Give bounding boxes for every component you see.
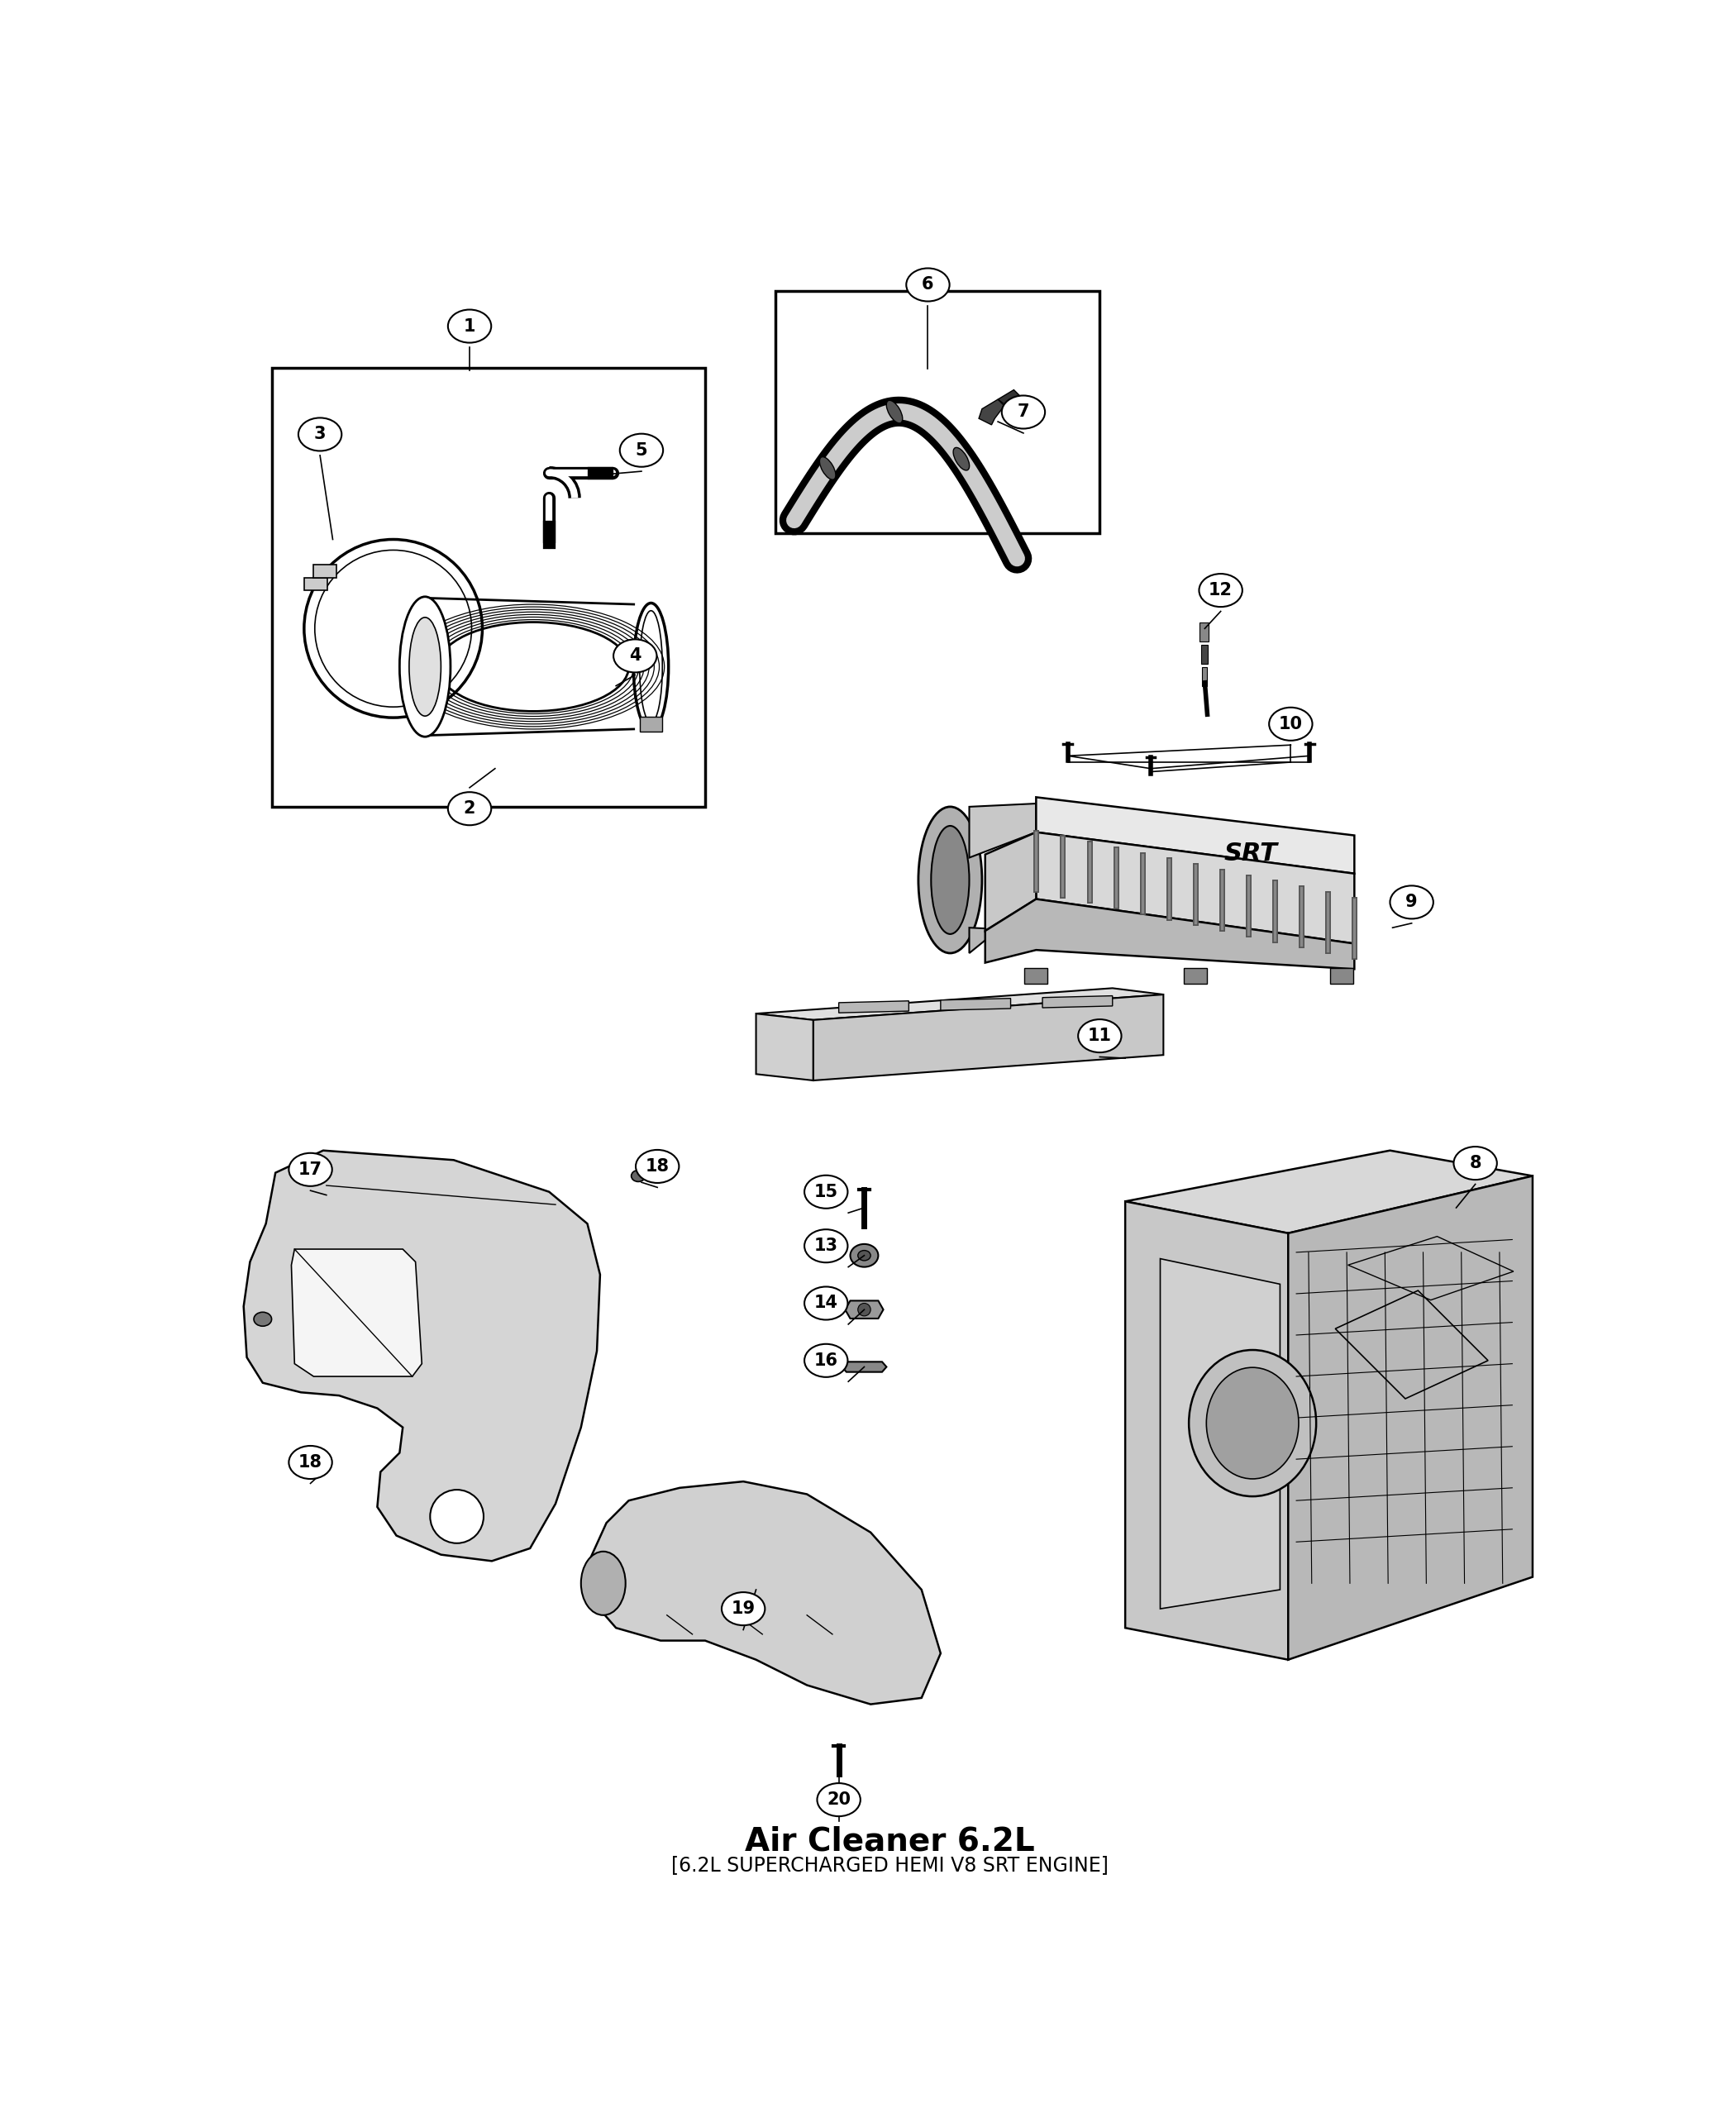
Text: 16: 16	[814, 1351, 838, 1368]
Ellipse shape	[818, 1783, 861, 1817]
Polygon shape	[757, 989, 1163, 1020]
Ellipse shape	[1078, 1020, 1121, 1052]
Text: 4: 4	[628, 647, 641, 664]
Ellipse shape	[299, 417, 342, 451]
Polygon shape	[969, 803, 1036, 858]
Text: 14: 14	[814, 1294, 838, 1311]
Text: 3: 3	[314, 426, 326, 443]
Text: 17: 17	[299, 1162, 323, 1178]
FancyBboxPatch shape	[1330, 968, 1352, 984]
Polygon shape	[842, 1362, 887, 1372]
Polygon shape	[1125, 1202, 1288, 1659]
Text: 18: 18	[646, 1157, 670, 1174]
Polygon shape	[986, 898, 1354, 970]
Text: 8: 8	[1469, 1155, 1481, 1172]
Ellipse shape	[635, 1149, 679, 1183]
Polygon shape	[1125, 1151, 1533, 1233]
Polygon shape	[969, 898, 1036, 953]
Circle shape	[431, 1490, 484, 1543]
Polygon shape	[1288, 1176, 1533, 1659]
Text: [6.2L SUPERCHARGED HEMI V8 SRT ENGINE]: [6.2L SUPERCHARGED HEMI V8 SRT ENGINE]	[672, 1855, 1108, 1874]
Polygon shape	[941, 999, 1010, 1010]
Ellipse shape	[858, 1250, 871, 1261]
FancyBboxPatch shape	[304, 578, 328, 590]
Ellipse shape	[804, 1345, 847, 1377]
Ellipse shape	[448, 793, 491, 824]
Ellipse shape	[1269, 708, 1312, 740]
Text: 19: 19	[731, 1600, 755, 1617]
Polygon shape	[1036, 797, 1354, 873]
Polygon shape	[838, 1001, 910, 1012]
Ellipse shape	[1200, 573, 1243, 607]
Ellipse shape	[953, 447, 969, 470]
Ellipse shape	[582, 1551, 625, 1615]
Polygon shape	[979, 398, 1003, 426]
Polygon shape	[1160, 1258, 1279, 1608]
Polygon shape	[812, 995, 1163, 1081]
Ellipse shape	[410, 618, 441, 717]
FancyBboxPatch shape	[1024, 968, 1047, 984]
Text: 12: 12	[1208, 582, 1233, 599]
Text: 10: 10	[1279, 717, 1302, 731]
Ellipse shape	[448, 310, 491, 344]
Polygon shape	[1042, 995, 1113, 1008]
Polygon shape	[998, 390, 1021, 409]
Ellipse shape	[930, 826, 969, 934]
Ellipse shape	[851, 1244, 878, 1267]
Polygon shape	[292, 1250, 422, 1377]
FancyBboxPatch shape	[1184, 968, 1207, 984]
Bar	[774, 291, 1101, 533]
Ellipse shape	[906, 268, 950, 301]
Ellipse shape	[1453, 1147, 1496, 1180]
Ellipse shape	[1002, 396, 1045, 428]
Bar	[1203, 666, 1207, 685]
Text: 18: 18	[299, 1455, 323, 1471]
Ellipse shape	[620, 434, 663, 466]
Text: SRT: SRT	[1224, 841, 1278, 864]
Text: Air Cleaner 6.2L: Air Cleaner 6.2L	[745, 1826, 1035, 1857]
Ellipse shape	[804, 1176, 847, 1208]
Polygon shape	[1036, 833, 1354, 944]
Ellipse shape	[288, 1446, 332, 1480]
Ellipse shape	[804, 1286, 847, 1320]
Ellipse shape	[722, 1592, 766, 1625]
Ellipse shape	[1189, 1349, 1316, 1497]
Ellipse shape	[918, 807, 983, 953]
Circle shape	[858, 1303, 871, 1315]
Ellipse shape	[253, 1311, 271, 1326]
Text: 7: 7	[1017, 405, 1029, 419]
Ellipse shape	[887, 401, 903, 424]
Ellipse shape	[1207, 1368, 1299, 1480]
Ellipse shape	[288, 1153, 332, 1187]
Text: 11: 11	[1088, 1027, 1111, 1043]
Text: 13: 13	[814, 1237, 838, 1254]
Ellipse shape	[1391, 885, 1434, 919]
Polygon shape	[243, 1151, 601, 1562]
Polygon shape	[590, 1482, 941, 1703]
Text: 9: 9	[1406, 894, 1418, 911]
Bar	[1200, 622, 1208, 641]
Bar	[639, 717, 663, 731]
Ellipse shape	[399, 597, 450, 736]
Text: 6: 6	[922, 276, 934, 293]
Text: 15: 15	[814, 1183, 838, 1199]
Bar	[1201, 645, 1208, 664]
Polygon shape	[845, 1301, 884, 1318]
Text: 1: 1	[464, 318, 476, 335]
Ellipse shape	[632, 1170, 646, 1183]
Text: 5: 5	[635, 443, 648, 460]
FancyBboxPatch shape	[314, 565, 337, 578]
Text: 2: 2	[464, 801, 476, 818]
Ellipse shape	[804, 1229, 847, 1263]
Bar	[273, 367, 705, 807]
Polygon shape	[986, 833, 1036, 932]
Polygon shape	[757, 1014, 812, 1081]
Text: 20: 20	[826, 1792, 851, 1809]
Ellipse shape	[613, 639, 656, 672]
Ellipse shape	[819, 457, 835, 481]
